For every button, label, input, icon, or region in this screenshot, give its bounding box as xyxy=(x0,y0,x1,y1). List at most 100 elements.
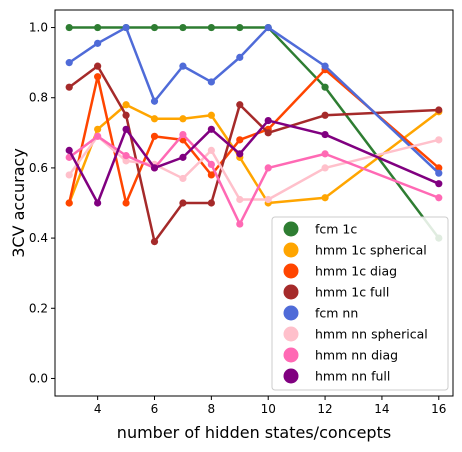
data-point xyxy=(150,132,159,140)
data-point xyxy=(65,171,73,179)
y-tick-label: 0.6 xyxy=(29,161,48,175)
y-tick-label: 0.2 xyxy=(29,301,48,315)
data-point xyxy=(321,130,329,139)
x-tick-label: 6 xyxy=(151,402,159,416)
data-point xyxy=(207,125,215,133)
legend-item: hmm 1c full xyxy=(283,284,389,300)
data-point xyxy=(65,83,73,91)
series-line xyxy=(67,68,440,205)
data-point xyxy=(264,195,272,204)
series-line xyxy=(69,26,440,239)
data-point xyxy=(435,136,443,144)
x-tick-label: 8 xyxy=(208,402,216,416)
data-point xyxy=(179,153,187,161)
legend-label: hmm 1c spherical xyxy=(315,243,427,258)
series-line xyxy=(68,135,440,201)
data-point xyxy=(179,199,187,207)
legend: fcm 1c hmm 1c spherical hmm 1c diag hmm 1c … xyxy=(271,216,449,391)
y-tick-label: 0.4 xyxy=(29,231,48,245)
legend-marker xyxy=(283,347,299,363)
x-tick-label: 16 xyxy=(431,402,446,416)
legend-label: fcm nn xyxy=(315,306,358,321)
x-tick-label: 12 xyxy=(317,402,332,416)
data-point xyxy=(207,160,215,168)
series-line xyxy=(68,133,440,226)
series-fcm-nn xyxy=(65,23,443,177)
series-line xyxy=(68,26,440,175)
legend-label: fcm 1c xyxy=(315,222,357,237)
data-point xyxy=(207,23,215,32)
data-point xyxy=(207,171,215,179)
x-axis-label: number of hidden states/concepts xyxy=(117,423,391,442)
legend-frame xyxy=(271,216,449,391)
data-point xyxy=(65,23,73,32)
data-point xyxy=(94,132,102,140)
axes-frame xyxy=(54,9,454,397)
data-point xyxy=(207,78,215,86)
data-point xyxy=(264,129,272,137)
legend-item: hmm nn spherical xyxy=(283,326,428,342)
legend-marker xyxy=(283,263,299,279)
plot-area xyxy=(65,23,443,246)
legend-item: fcm nn xyxy=(283,305,358,321)
series-fcm-1c xyxy=(65,23,443,242)
legend-marker xyxy=(283,242,299,258)
data-point xyxy=(65,59,73,67)
data-point xyxy=(150,23,159,32)
series-line xyxy=(68,64,439,243)
data-point xyxy=(321,150,329,158)
legend-label: hmm nn spherical xyxy=(315,327,428,342)
data-point xyxy=(122,125,130,133)
data-point xyxy=(122,152,130,160)
x-tick-label: 10 xyxy=(261,402,276,416)
series-hmm-1c-full xyxy=(65,62,443,246)
data-point xyxy=(435,169,443,177)
legend-label: hmm nn full xyxy=(315,369,390,384)
data-point xyxy=(94,125,102,133)
data-point xyxy=(321,111,329,119)
legend-marker xyxy=(283,221,299,237)
legend-label: hmm 1c full xyxy=(315,285,389,300)
legend-marker xyxy=(283,326,299,342)
legend-item: fcm 1c xyxy=(283,221,357,237)
data-point xyxy=(122,157,130,165)
y-tick-label: 0.0 xyxy=(29,371,48,385)
data-point xyxy=(94,73,102,81)
data-point xyxy=(179,115,187,123)
data-point xyxy=(94,23,102,32)
data-point xyxy=(236,195,244,204)
data-point xyxy=(321,194,329,202)
data-point xyxy=(236,23,244,32)
data-point xyxy=(435,106,443,114)
data-point xyxy=(94,199,102,207)
data-point xyxy=(207,199,215,207)
data-point xyxy=(179,130,187,139)
data-point xyxy=(150,97,159,105)
series-line xyxy=(68,119,440,205)
data-point xyxy=(94,39,102,47)
data-point xyxy=(435,194,443,202)
data-point xyxy=(321,83,329,91)
y-tick-label: 0.8 xyxy=(29,91,48,105)
data-point xyxy=(94,62,102,70)
legend-marker xyxy=(283,284,299,300)
data-point xyxy=(321,62,329,70)
x-tick-label: 4 xyxy=(94,402,102,416)
legend-label: hmm 1c diag xyxy=(315,264,397,279)
data-point xyxy=(236,150,244,158)
legend-item: hmm nn diag xyxy=(283,347,398,363)
legend-item: hmm 1c spherical xyxy=(283,242,427,258)
x-tick-label: 14 xyxy=(374,402,389,416)
legend-marker xyxy=(283,368,299,384)
data-point xyxy=(264,116,272,125)
axis-ticks: 4 6 8 10 12 14 16 0.0 0.2 0.4 0.6 0.8 1.0 xyxy=(29,21,447,416)
data-point xyxy=(150,238,159,246)
data-point xyxy=(179,174,187,183)
y-tick-label: 1.0 xyxy=(29,21,48,35)
data-point xyxy=(65,146,73,154)
data-point xyxy=(236,53,244,61)
data-point xyxy=(264,23,272,32)
data-point xyxy=(150,164,159,172)
data-point xyxy=(207,146,215,154)
